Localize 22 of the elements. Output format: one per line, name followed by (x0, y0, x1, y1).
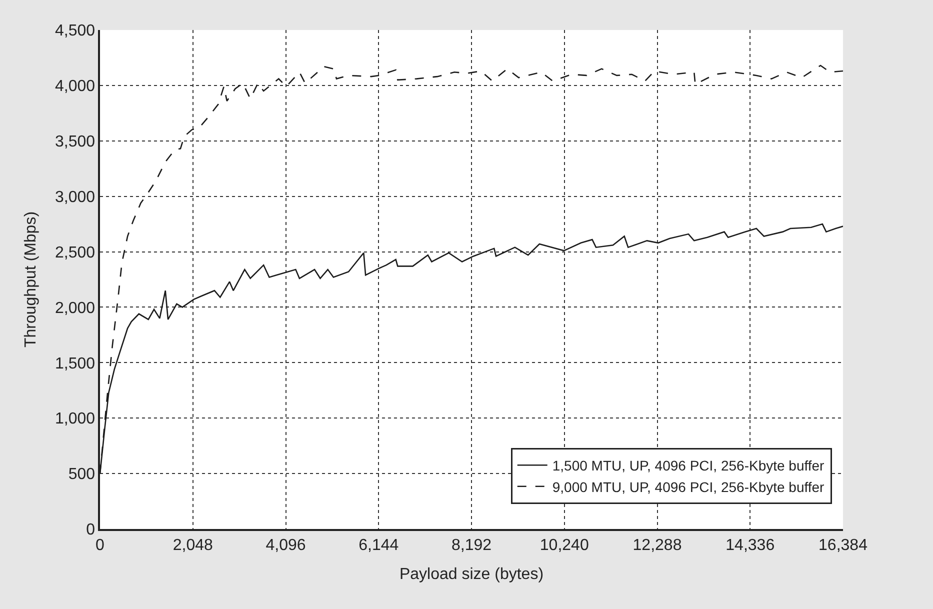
x-tick-label: 14,336 (726, 536, 775, 554)
x-tick-label: 8,192 (451, 536, 492, 554)
x-tick-label: 2,048 (172, 536, 213, 554)
y-tick-label: 2,500 (55, 244, 96, 262)
x-tick-label: 12,288 (632, 536, 682, 554)
y-axis-title: Throughput (Mbps) (22, 211, 40, 348)
y-tick-label: 500 (68, 466, 96, 484)
y-tick-label: 0 (86, 522, 96, 539)
x-tick-label: 10,240 (540, 536, 589, 554)
x-tick-label: 6,144 (358, 536, 399, 554)
y-tick-label: 4,500 (55, 22, 96, 40)
y-tick-label: 1,500 (55, 355, 96, 372)
x-axis-title: Payload size (bytes) (399, 566, 544, 584)
y-tick-label: 3,500 (55, 133, 96, 150)
y-tick-label: 1,000 (55, 410, 96, 428)
legend-label: 1,500 MTU, UP, 4096 PCI, 256-Kbyte buffer (552, 458, 825, 474)
y-tick-label: 4,000 (55, 78, 96, 96)
y-tick-label: 2,000 (55, 300, 96, 317)
y-tick-label: 3,000 (55, 188, 96, 206)
x-tick-label: 4,096 (266, 536, 306, 554)
legend-label: 9,000 MTU, UP, 4096 PCI, 256-Kbyte buffer (552, 478, 825, 495)
x-tick-label: 16,384 (818, 536, 868, 554)
